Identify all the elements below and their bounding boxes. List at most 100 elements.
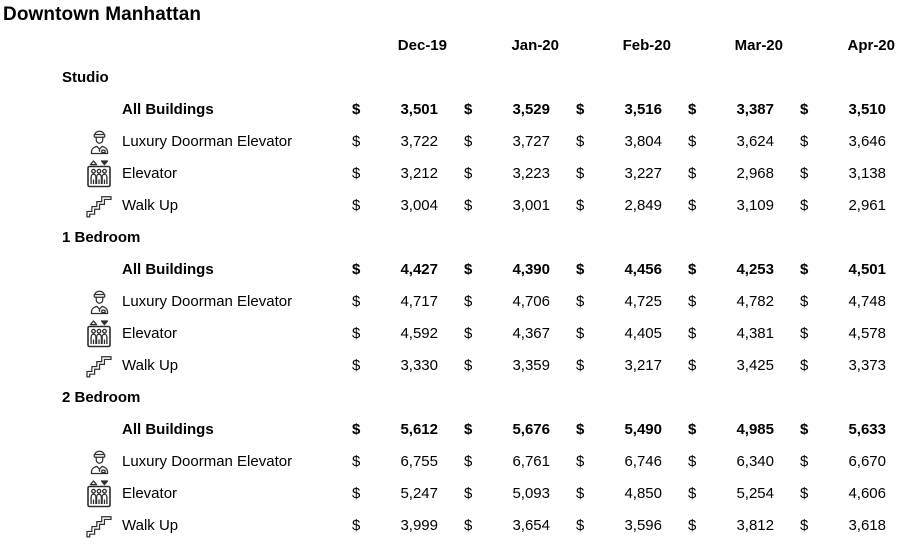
row-label: Luxury Doorman Elevator [122,293,293,310]
row-label-cell: Elevator [0,158,344,190]
month-column-header: Dec-19 [344,30,456,62]
doorman-icon [90,130,108,155]
row-icon-slot [76,446,122,478]
row-label-cell: All Buildings [0,414,344,446]
currency-symbol: $ [688,133,697,150]
money-cell: $3,373 [792,350,904,382]
row-icon-slot [76,286,122,318]
currency-symbol: $ [800,421,809,438]
cell-value: 4,725 [624,293,662,310]
cell-value: 3,654 [512,517,550,534]
row-label-cell: Luxury Doorman Elevator [0,446,344,478]
table-row: Luxury Doorman Elevator $6,755 $6,761 $6,7… [0,446,904,478]
currency-symbol: $ [576,197,585,214]
money-cell: $4,456 [568,254,680,286]
table-row: Walk Up $3,330 $3,359 $3,217 $3,425 $3,373 [0,350,904,382]
month-column-header: Jan-20 [456,30,568,62]
row-label-cell: Walk Up [0,350,344,382]
cell-value: 6,755 [400,453,438,470]
cell-value: 5,676 [512,421,550,438]
section-row: 2 Bedroom [0,382,904,414]
cell-value: 3,510 [848,101,886,118]
money-cell: $3,516 [568,94,680,126]
money-cell: $4,592 [344,318,456,350]
currency-symbol: $ [352,357,361,374]
money-cell: $4,748 [792,286,904,318]
money-cell: $2,961 [792,190,904,222]
table-row: Luxury Doorman Elevator $3,722 $3,727 $3,8… [0,126,904,158]
table-row: Elevator $3,212 $3,223 $3,227 $2,968 $3,138 [0,158,904,190]
currency-symbol: $ [688,325,697,342]
currency-symbol: $ [352,197,361,214]
row-icon-slot [76,318,122,350]
money-cell: $4,985 [680,414,792,446]
currency-symbol: $ [464,517,473,534]
cell-value: 4,985 [736,421,774,438]
currency-symbol: $ [800,133,809,150]
row-label-cell: Elevator [0,318,344,350]
cell-value: 3,646 [848,133,886,150]
row-label: Walk Up [122,197,179,214]
cell-value: 3,373 [848,357,886,374]
currency-symbol: $ [688,197,697,214]
cell-value: 3,425 [736,357,774,374]
row-icon-slot [76,414,122,446]
cell-value: 6,670 [848,453,886,470]
currency-symbol: $ [352,165,361,182]
month-column-header: Mar-20 [680,30,792,62]
row-label: Luxury Doorman Elevator [122,133,293,150]
cell-value: 3,722 [400,133,438,150]
money-cell: $3,425 [680,350,792,382]
cell-value: 3,001 [512,197,550,214]
money-cell: $4,578 [792,318,904,350]
money-cell: $3,722 [344,126,456,158]
section-label: Studio [62,69,109,86]
cell-value: 4,717 [400,293,438,310]
month-label: Jan-20 [511,37,559,54]
currency-symbol: $ [464,101,473,118]
money-cell: $4,501 [792,254,904,286]
money-cell: $3,654 [456,510,568,542]
row-label: Elevator [122,485,178,502]
money-cell: $3,510 [792,94,904,126]
money-cell: $3,004 [344,190,456,222]
money-cell: $4,606 [792,478,904,510]
table-body: Studio All Buildings $3,501 $3,529 $3,516 $… [0,62,904,542]
cell-value: 3,529 [512,101,550,118]
money-cell: $4,427 [344,254,456,286]
row-label-cell: All Buildings [0,94,344,126]
cell-value: 4,850 [624,485,662,502]
money-cell: $2,849 [568,190,680,222]
currency-symbol: $ [352,421,361,438]
month-label: Mar-20 [734,37,783,54]
row-label: All Buildings [122,261,214,278]
cell-value: 6,761 [512,453,550,470]
money-cell: $3,618 [792,510,904,542]
section-row: Studio [0,62,904,94]
money-cell: $5,612 [344,414,456,446]
row-label: All Buildings [122,421,214,438]
currency-symbol: $ [352,485,361,502]
money-cell: $6,746 [568,446,680,478]
money-cell: $4,850 [568,478,680,510]
cell-value: 2,961 [848,197,886,214]
table-row: Walk Up $3,004 $3,001 $2,849 $3,109 $2,961 [0,190,904,222]
money-cell: $3,212 [344,158,456,190]
money-cell: $2,968 [680,158,792,190]
elevator-icon [87,320,111,348]
cell-value: 3,359 [512,357,550,374]
elevator-icon [87,480,111,508]
cell-value: 5,633 [848,421,886,438]
currency-symbol: $ [688,293,697,310]
currency-symbol: $ [800,197,809,214]
money-cell: $4,381 [680,318,792,350]
cell-value: 3,804 [624,133,662,150]
month-label: Feb-20 [622,37,671,54]
currency-symbol: $ [688,101,697,118]
money-cell: $4,706 [456,286,568,318]
money-cell: $5,490 [568,414,680,446]
currency-symbol: $ [800,517,809,534]
currency-symbol: $ [464,165,473,182]
cell-value: 3,596 [624,517,662,534]
